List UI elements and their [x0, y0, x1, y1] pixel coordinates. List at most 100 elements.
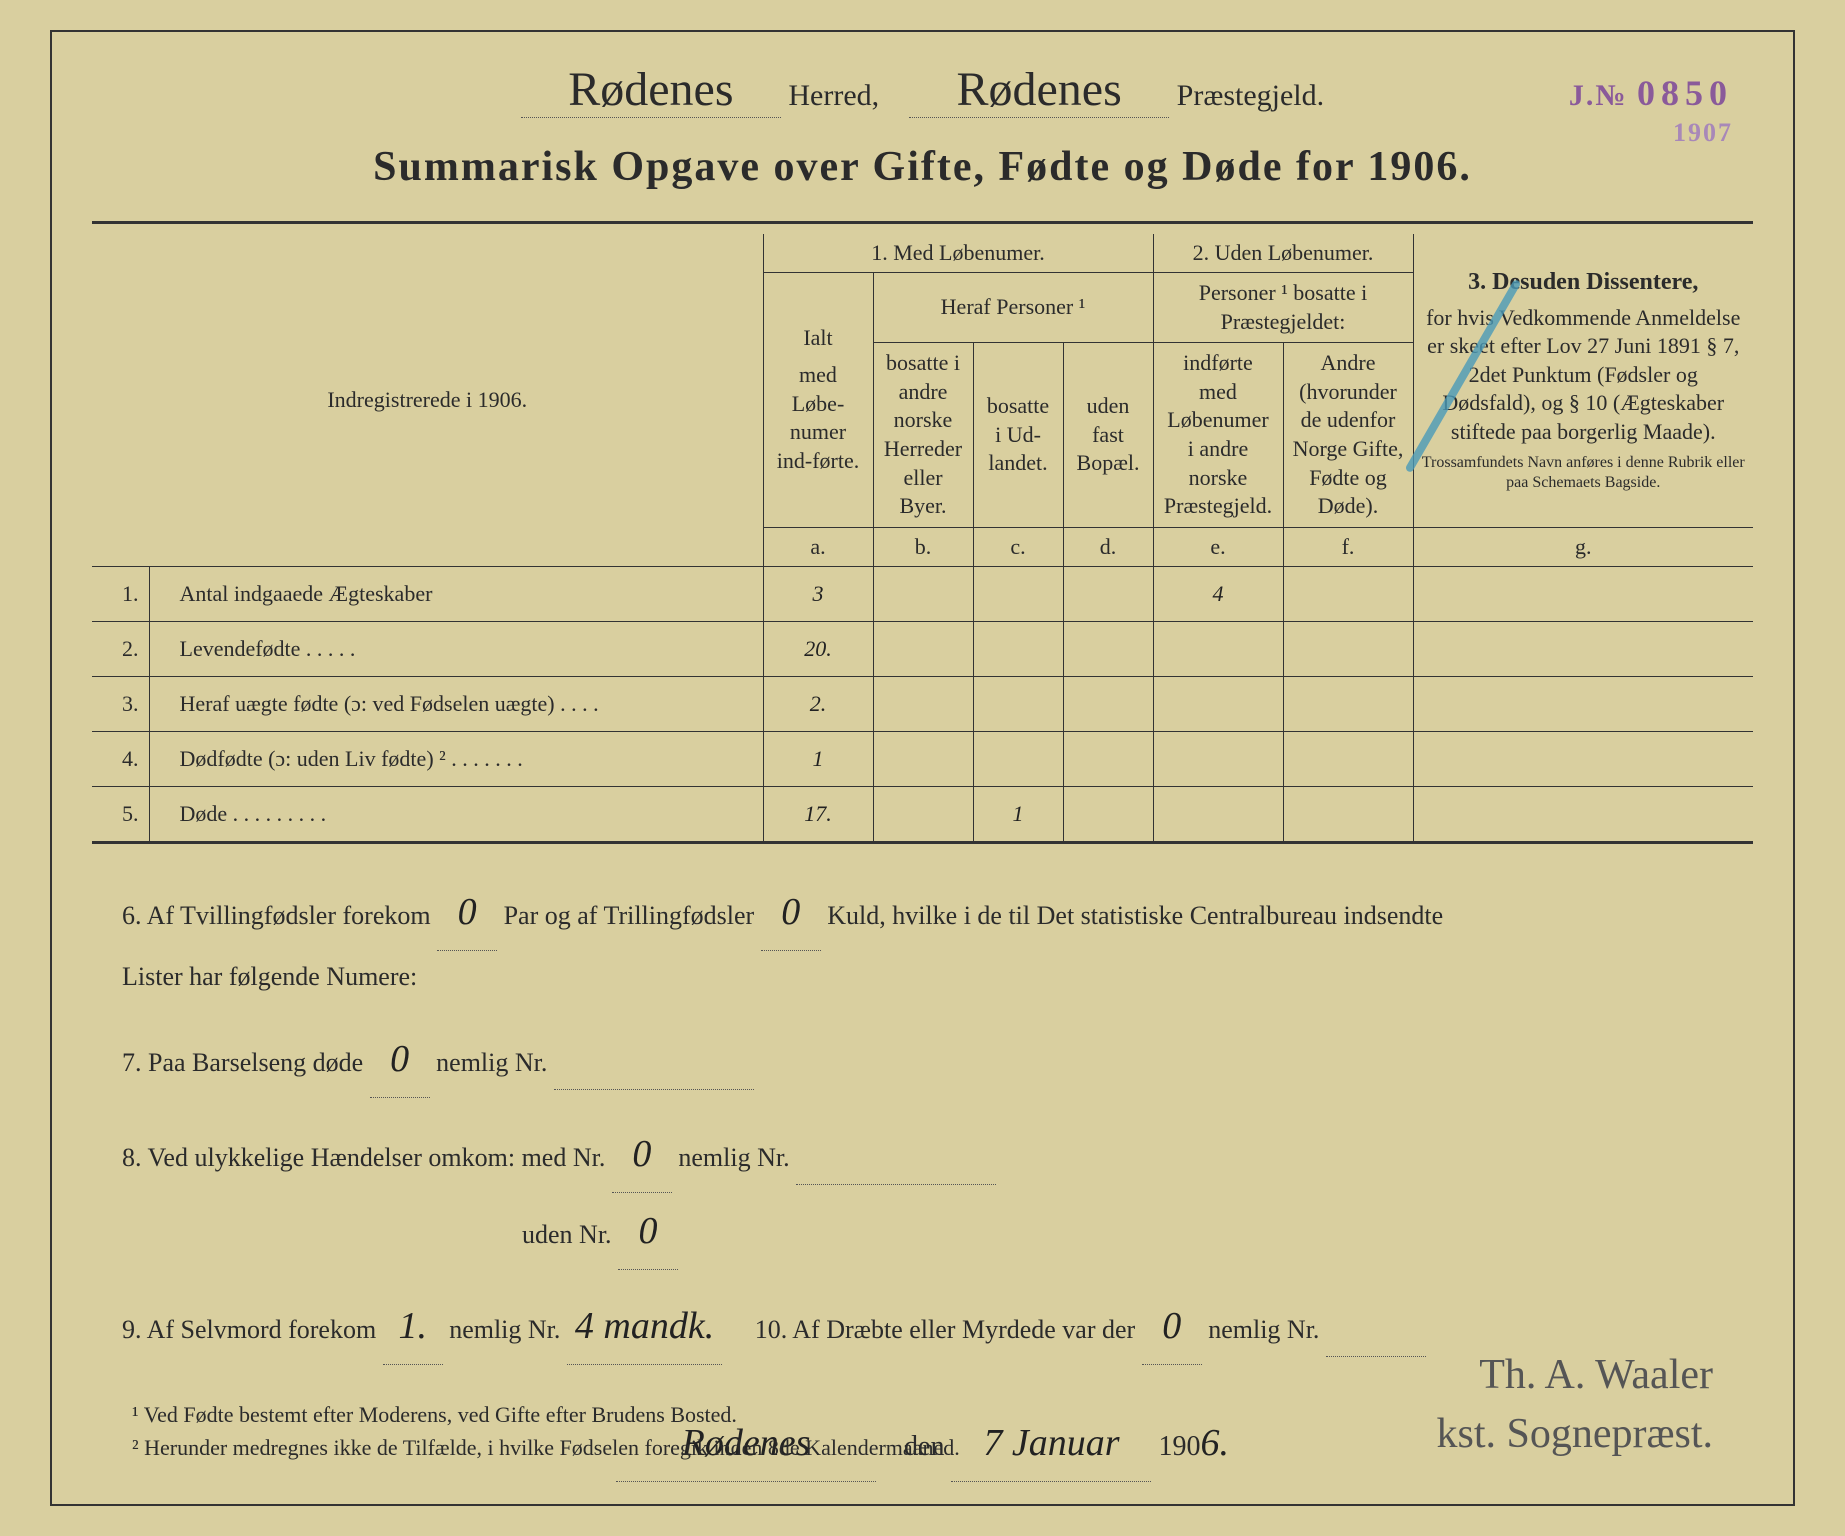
cell-d — [1063, 566, 1153, 621]
main-table: Indregistrerede i 1906. 1. Med Løbenumer… — [92, 234, 1753, 841]
cell-d — [1063, 786, 1153, 841]
accident-with-nr: 0 — [612, 1116, 672, 1193]
cell-e — [1153, 676, 1283, 731]
cell-a: 20. — [763, 621, 873, 676]
praestegjeld-label: Præstegjeld. — [1177, 79, 1325, 112]
col-f-header: Andre (hvorunder de udenfor Norge Gifte,… — [1283, 343, 1413, 528]
childbed-value: 0 — [370, 1021, 430, 1098]
footnote-2: ² Herunder medregnes ikke de Tilfælde, i… — [132, 1431, 960, 1464]
cell-c — [973, 676, 1063, 731]
signature-title: kst. Sognepræst. — [1436, 1405, 1713, 1464]
cell-b — [873, 566, 973, 621]
row-label: Antal indgaaede Ægteskaber — [149, 566, 763, 621]
registration-stamp: J.№ 0850 1907 — [1569, 72, 1733, 148]
cell-b — [873, 621, 973, 676]
suicide-count: 1. — [383, 1288, 443, 1365]
praestegjeld-value: Rødenes — [909, 62, 1169, 118]
col2-sub: Personer ¹ bosatte i Præstegjeldet: — [1153, 273, 1413, 343]
letter-f: f. — [1283, 527, 1413, 566]
header-line: Rødenes Herred, Rødenes Præstegjeld. — [92, 62, 1753, 118]
triplets-value: 0 — [761, 874, 821, 951]
stamp-prefix: J.№ — [1569, 79, 1628, 112]
cell-e — [1153, 786, 1283, 841]
cell-c: 1 — [973, 786, 1063, 841]
cell-d — [1063, 621, 1153, 676]
cell-g — [1413, 621, 1753, 676]
herred-label: Herred, — [788, 79, 879, 112]
sig-year: 6. — [1200, 1422, 1229, 1464]
cell-g — [1413, 566, 1753, 621]
cell-g — [1413, 731, 1753, 786]
left-header: Indregistrerede i 1906. — [92, 234, 763, 566]
letter-g: g. — [1413, 527, 1753, 566]
row-num: 5. — [92, 786, 149, 841]
row-label: Levendefødte . . . . . — [149, 621, 763, 676]
stamp-year: 1907 — [1569, 118, 1733, 148]
item-6: 6. Af Tvillingfødsler forekom 0 Par og a… — [122, 874, 1723, 1003]
cell-g — [1413, 786, 1753, 841]
suicide-nr: 4 mandk. — [567, 1288, 722, 1365]
cell-a: 2. — [763, 676, 873, 731]
letter-e: e. — [1153, 527, 1283, 566]
footnotes: ¹ Ved Fødte bestemt efter Moderens, ved … — [132, 1398, 960, 1464]
cell-e — [1153, 621, 1283, 676]
divider — [92, 221, 1753, 224]
letter-c: c. — [973, 527, 1063, 566]
cell-d — [1063, 731, 1153, 786]
col-e-header: indførte med Løbenumer i andre norske Pr… — [1153, 343, 1283, 528]
table-row: 3. Heraf uægte fødte (ɔ: ved Fødselen uæ… — [92, 676, 1753, 731]
cell-f — [1283, 566, 1413, 621]
footnote-1: ¹ Ved Fødte bestemt efter Moderens, ved … — [132, 1398, 960, 1431]
letter-b: b. — [873, 527, 973, 566]
cell-f — [1283, 621, 1413, 676]
col-b-header: bosatte i andre norske Herreder eller By… — [873, 343, 973, 528]
row-label: Døde . . . . . . . . . — [149, 786, 763, 841]
cell-f — [1283, 731, 1413, 786]
cell-b — [873, 731, 973, 786]
twins-value: 0 — [437, 874, 497, 951]
row-num: 3. — [92, 676, 149, 731]
cell-c — [973, 731, 1063, 786]
row-num: 1. — [92, 566, 149, 621]
signature-block: Th. A. Waaler kst. Sognepræst. — [1436, 1346, 1713, 1464]
accident-without-nr: 0 — [618, 1193, 678, 1270]
divider — [92, 841, 1753, 844]
heraf-header: Heraf Personer ¹ — [873, 273, 1153, 343]
cell-b — [873, 676, 973, 731]
table-row: 5. Døde . . . . . . . . . 17. 1 — [92, 786, 1753, 841]
stamp-number: 0850 — [1637, 73, 1733, 113]
row-label: Dødfødte (ɔ: uden Liv fødte) ² . . . . .… — [149, 731, 763, 786]
sig-date: 7 Januar — [951, 1405, 1151, 1482]
col1-title: 1. Med Løbenumer. — [763, 234, 1153, 273]
row-num: 2. — [92, 621, 149, 676]
table-row: 4. Dødfødte (ɔ: uden Liv fødte) ² . . . … — [92, 731, 1753, 786]
cell-b — [873, 786, 973, 841]
table-row: 1. Antal indgaaede Ægteskaber 3 4 — [92, 566, 1753, 621]
cell-a: 1 — [763, 731, 873, 786]
col-c-header: bosatte i Ud-landet. — [973, 343, 1063, 528]
cell-f — [1283, 676, 1413, 731]
document-form: J.№ 0850 1907 Rødenes Herred, Rødenes Pr… — [50, 30, 1795, 1506]
item-7: 7. Paa Barselseng døde 0 nemlig Nr. — [122, 1021, 1723, 1098]
col-a-header: Ialt med Løbe-numer ind-førte. — [763, 273, 873, 528]
cell-c — [973, 566, 1063, 621]
murdered-count: 0 — [1142, 1288, 1202, 1365]
signature-name: Th. A. Waaler — [1436, 1346, 1713, 1405]
cell-e — [1153, 731, 1283, 786]
herred-value: Rødenes — [521, 62, 781, 118]
table-row: 2. Levendefødte . . . . . 20. — [92, 621, 1753, 676]
cell-f — [1283, 786, 1413, 841]
cell-g — [1413, 676, 1753, 731]
letter-d: d. — [1063, 527, 1153, 566]
cell-a: 3 — [763, 566, 873, 621]
row-num: 4. — [92, 731, 149, 786]
letter-a: a. — [763, 527, 873, 566]
row-label: Heraf uægte fødte (ɔ: ved Fødselen uægte… — [149, 676, 763, 731]
cell-e: 4 — [1153, 566, 1283, 621]
cell-d — [1063, 676, 1153, 731]
col2-title: 2. Uden Løbenumer. — [1153, 234, 1413, 273]
cell-c — [973, 621, 1063, 676]
cell-a: 17. — [763, 786, 873, 841]
form-title: Summarisk Opgave over Gifte, Fødte og Dø… — [92, 143, 1753, 191]
col-d-header: uden fast Bopæl. — [1063, 343, 1153, 528]
